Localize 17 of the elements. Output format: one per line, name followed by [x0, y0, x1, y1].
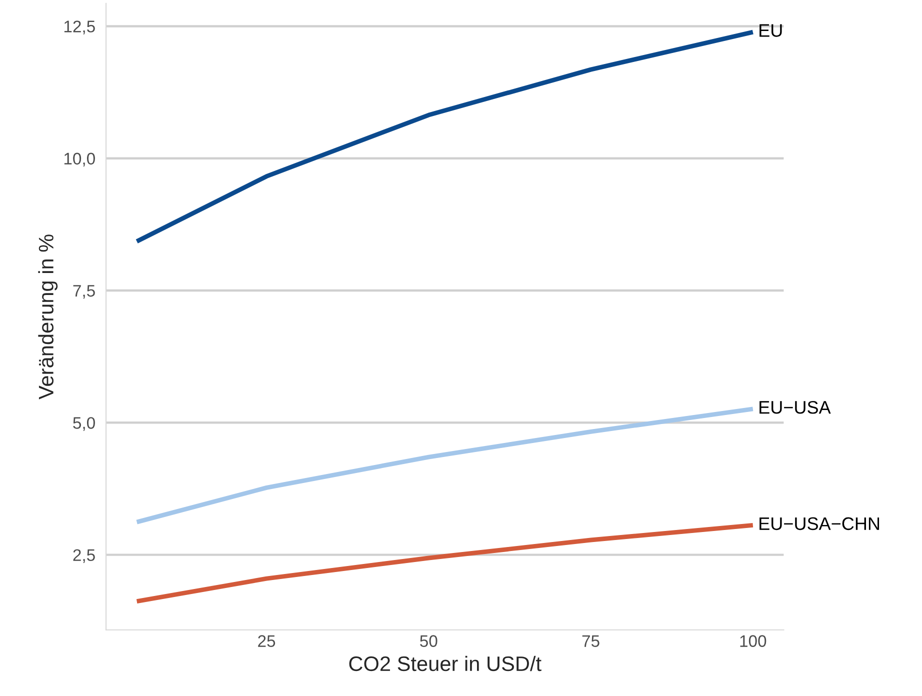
x-tick-label: 25 — [258, 635, 276, 647]
x-axis-title: CO2 Steuer in USD/t — [349, 656, 542, 672]
y-tick-label: 7,5 — [73, 285, 95, 299]
series-label: EU — [760, 24, 782, 37]
line-series — [134, 30, 756, 244]
y-tick-label: 12,5 — [64, 20, 95, 34]
line-series — [134, 406, 756, 524]
line-series — [134, 522, 756, 604]
y-axis-title: Veränderung in % — [38, 234, 58, 400]
x-tick-label: 75 — [582, 635, 600, 647]
y-tick-label: 2,5 — [73, 549, 95, 563]
y-tick-label: 10,0 — [64, 152, 95, 167]
series-label: EU−USA−CHN — [760, 517, 880, 530]
x-tick-label: 100 — [740, 635, 766, 647]
y-tick-label: 5,0 — [73, 417, 95, 431]
x-tick-label: 50 — [420, 635, 438, 647]
series-label: EU−USA — [760, 400, 831, 414]
